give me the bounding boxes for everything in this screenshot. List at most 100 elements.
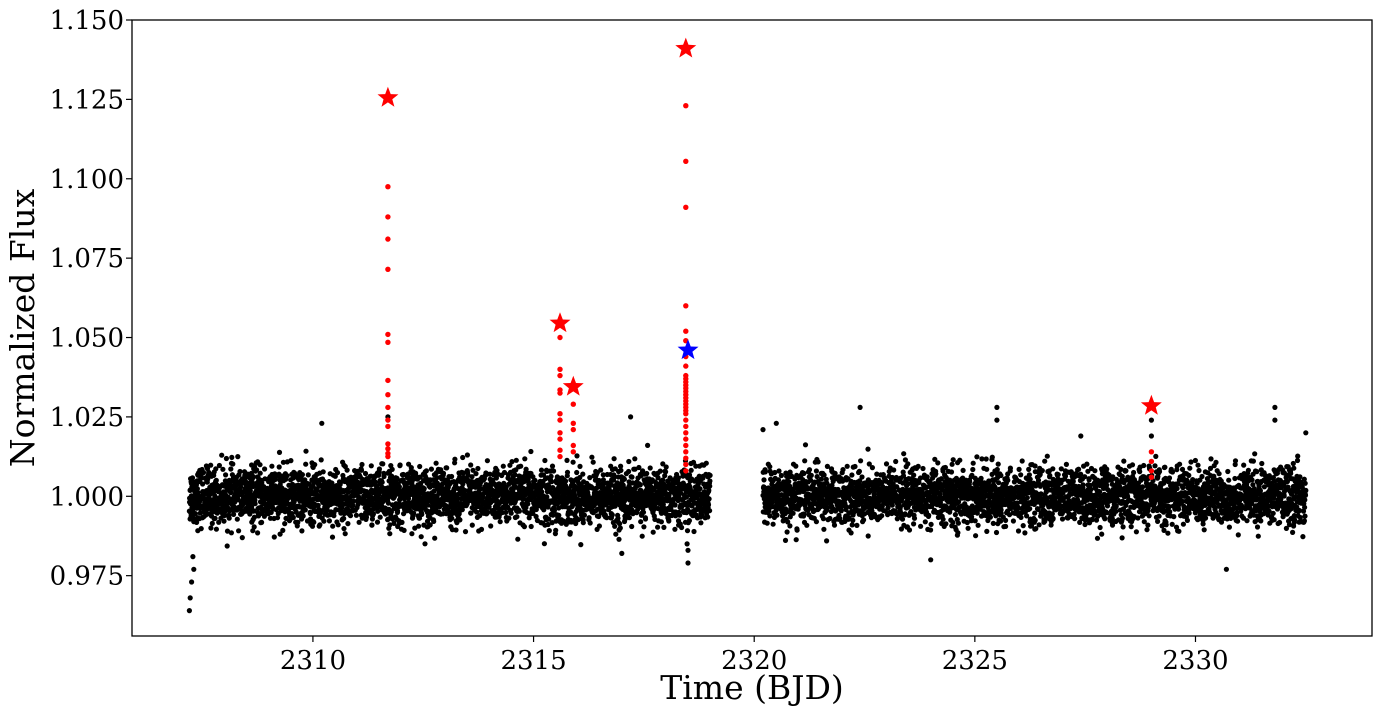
baseline-point: [815, 459, 821, 465]
baseline-point: [926, 512, 932, 518]
baseline-point: [644, 470, 650, 477]
baseline-point: [381, 473, 387, 480]
baseline-point: [784, 529, 790, 535]
baseline-point: [228, 490, 234, 496]
baseline-point: [1063, 461, 1069, 467]
baseline-point: [468, 510, 474, 516]
baseline-point: [813, 468, 820, 474]
baseline-point: [478, 526, 485, 533]
baseline-point: [548, 473, 554, 479]
baseline-point: [477, 486, 484, 492]
baseline-point: [821, 472, 827, 478]
baseline-point: [274, 515, 281, 521]
baseline-point: [271, 534, 277, 540]
baseline-point: [213, 466, 219, 472]
baseline-point: [223, 455, 229, 462]
baseline-point: [538, 467, 545, 473]
baseline-point: [899, 516, 906, 522]
baseline-point: [793, 463, 799, 469]
baseline-point: [421, 486, 427, 492]
baseline-point: [1050, 515, 1056, 521]
baseline-point: [940, 516, 946, 522]
baseline-point: [639, 533, 645, 539]
baseline-point: [960, 467, 966, 473]
baseline-point: [843, 504, 849, 510]
baseline-point: [893, 458, 899, 465]
baseline-point: [469, 522, 475, 528]
baseline-point: [394, 475, 400, 481]
baseline-point: [321, 518, 327, 524]
baseline-point: [950, 457, 956, 463]
baseline-point: [334, 470, 341, 476]
baseline-point: [928, 527, 934, 533]
baseline-point: [344, 467, 350, 473]
baseline-point: [312, 462, 318, 468]
baseline-point: [418, 534, 424, 540]
baseline-point: [849, 522, 855, 528]
baseline-point: [1026, 472, 1032, 478]
baseline-point: [570, 459, 576, 465]
baseline-point: [503, 509, 509, 515]
baseline-point: [577, 463, 583, 469]
baseline-point: [359, 461, 365, 468]
baseline-point: [425, 502, 431, 508]
baseline-point: [295, 519, 301, 526]
baseline-point: [234, 516, 240, 522]
baseline-point: [469, 474, 475, 480]
baseline-point: [865, 533, 871, 539]
baseline-point: [672, 502, 678, 508]
baseline-point: [422, 541, 428, 547]
baseline-point: [691, 528, 697, 535]
baseline-point: [488, 523, 494, 529]
baseline-point: [189, 475, 196, 481]
baseline-point: [329, 534, 336, 540]
baseline-point: [401, 527, 407, 534]
baseline-point: [200, 469, 207, 476]
baseline-point: [943, 521, 949, 527]
baseline-point: [672, 526, 678, 532]
baseline-point: [376, 466, 382, 472]
baseline-point: [385, 516, 391, 522]
baseline-point: [374, 519, 381, 525]
baseline-point: [485, 509, 491, 515]
baseline-point: [216, 462, 222, 469]
baseline-point: [219, 452, 225, 458]
baseline-point: [276, 464, 282, 470]
baseline-point: [975, 522, 981, 528]
baseline-point: [431, 518, 437, 525]
baseline-point: [318, 457, 324, 463]
baseline-point: [387, 531, 393, 537]
baseline-point: [911, 521, 917, 527]
baseline-point: [1039, 468, 1045, 474]
baseline-point: [337, 480, 344, 486]
baseline-point: [645, 442, 651, 448]
baseline-point: [423, 468, 429, 474]
baseline-point: [707, 478, 713, 484]
baseline-point: [675, 475, 682, 481]
baseline-point: [1015, 528, 1022, 534]
baseline-point: [551, 507, 558, 514]
baseline-point: [417, 463, 423, 470]
baseline-point: [200, 481, 206, 487]
baseline-point: [1018, 472, 1024, 478]
baseline-point: [794, 527, 800, 533]
baseline-point: [257, 462, 263, 468]
baseline-point: [522, 456, 528, 462]
baseline-point: [341, 526, 347, 532]
baseline-point: [192, 510, 198, 517]
baseline-point: [262, 466, 268, 472]
baseline-point: [632, 456, 638, 462]
baseline-point: [688, 467, 694, 473]
baseline-point: [1032, 517, 1038, 523]
baseline-point: [663, 469, 669, 475]
baseline-point: [778, 472, 785, 479]
baseline-point: [782, 537, 789, 544]
baseline-point: [995, 461, 1001, 467]
baseline-point: [626, 468, 632, 475]
baseline-point: [621, 476, 628, 482]
baseline-point: [484, 458, 490, 464]
baseline-point: [542, 457, 548, 464]
baseline-point: [655, 524, 661, 530]
baseline-point: [370, 511, 376, 517]
baseline-point: [838, 508, 844, 514]
